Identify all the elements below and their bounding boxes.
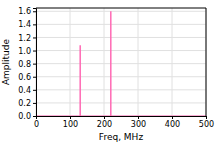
- tick: 0.0: [18, 112, 36, 121]
- grid-line-y: [36, 76, 206, 77]
- tick-mark: [104, 116, 105, 119]
- grid: [36, 8, 206, 116]
- grid-line-y: [36, 11, 206, 12]
- tick-label: 1.6: [18, 7, 31, 16]
- tick: 0.4: [18, 86, 36, 95]
- grid-line-y: [36, 63, 206, 64]
- tick-label: 0.2: [18, 99, 31, 108]
- tick: 1.4: [18, 20, 36, 29]
- tick: 500: [199, 116, 214, 129]
- tick-mark: [206, 116, 207, 119]
- tick: 300: [131, 116, 146, 129]
- tick-label: 300: [131, 120, 146, 129]
- grid-line-y: [36, 24, 206, 25]
- tick-label: 1.4: [18, 20, 31, 29]
- tick: 1.0: [18, 47, 36, 56]
- tick: 400: [165, 116, 180, 129]
- marks: [36, 11, 206, 116]
- tick-label: 1.2: [18, 34, 31, 43]
- tick: 1.2: [18, 34, 36, 43]
- tick-label: 400: [165, 120, 180, 129]
- tick-mark: [172, 116, 173, 119]
- plot: 0 100 200 300 400 500 0.0 0.2 0.4 0.6 0.8 1.0 1.2 1.4…: [18, 7, 214, 128]
- tick-label: 200: [97, 120, 112, 129]
- tick-mark: [70, 116, 71, 119]
- tick-mark: [33, 64, 36, 65]
- grid-line-y: [36, 37, 206, 38]
- tick-mark: [33, 37, 36, 38]
- tick-label: 500: [199, 120, 214, 129]
- tick: 200: [97, 116, 112, 129]
- tick: 0.8: [18, 60, 36, 69]
- tick: 1.6: [18, 7, 36, 16]
- tick-label: 0: [34, 120, 39, 129]
- tick-mark: [33, 51, 36, 52]
- tick-label: 0.4: [18, 86, 31, 95]
- grid-line-y: [36, 50, 206, 51]
- tick-mark: [33, 24, 36, 25]
- grid-line-y: [36, 89, 206, 90]
- tick-mark: [33, 77, 36, 78]
- tick-label: 0.8: [18, 60, 31, 69]
- tick-label: 100: [63, 120, 78, 129]
- tick: 0: [34, 116, 39, 129]
- y-axis: 0.0 0.2 0.4 0.6 0.8 1.0 1.2 1.4 1.6: [18, 7, 36, 121]
- tick-label: 0.0: [18, 112, 31, 121]
- tick-mark: [33, 90, 36, 91]
- frame-right: [206, 8, 207, 116]
- y-axis-title: Amplitude: [1, 38, 11, 85]
- chart: 0 100 200 300 400 500 0.0 0.2 0.4 0.6 0.8 1.0 1.2 1.4…: [0, 0, 216, 143]
- tick: 0.2: [18, 99, 36, 108]
- x-axis-title: Freq, MHz: [99, 132, 144, 142]
- tick-mark: [138, 116, 139, 119]
- x-axis: 0 100 200 300 400 500: [34, 116, 214, 129]
- axis-line: [33, 9, 37, 117]
- tick-label: 1.0: [18, 47, 31, 56]
- frame-top: [36, 8, 206, 9]
- grid-line-y: [36, 102, 206, 103]
- tick: 0.6: [18, 73, 36, 82]
- tick-label: 0.6: [18, 73, 31, 82]
- tick-mark: [33, 11, 36, 12]
- stem: [110, 11, 112, 116]
- axis-line: [37, 117, 207, 120]
- stem: [79, 45, 81, 116]
- tick: 100: [63, 116, 78, 129]
- grid-line-x: [206, 8, 207, 116]
- tick-mark: [33, 116, 36, 117]
- baseline: [36, 116, 206, 117]
- tick-mark: [33, 103, 36, 104]
